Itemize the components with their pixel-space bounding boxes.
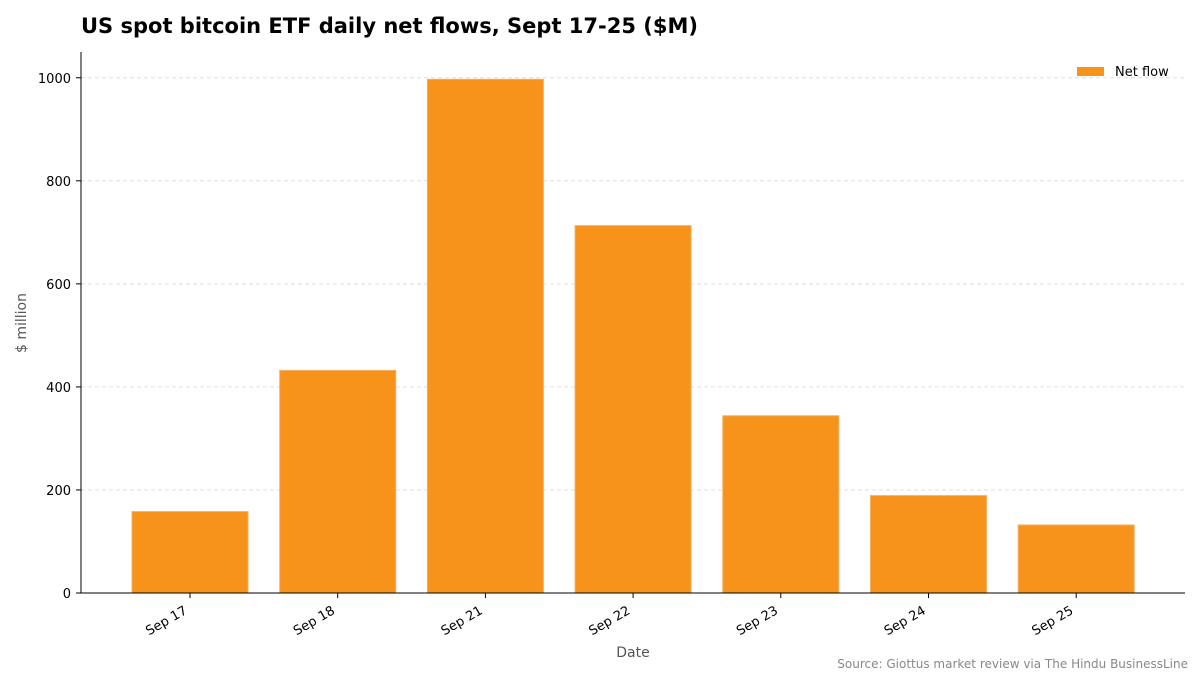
gridlines (81, 77, 1185, 491)
bar (722, 415, 840, 594)
bar (1017, 524, 1135, 594)
y-axis-label: $ million (14, 293, 30, 353)
y-tick-label: 600 (46, 278, 71, 293)
y-ticks: 0 200 400 600 800 1000 (38, 72, 81, 602)
y-tick-label: 800 (46, 175, 71, 190)
x-tick-label: Sep 18 (291, 603, 338, 639)
x-tick-label: Sep 21 (439, 603, 486, 639)
x-axis-label: Date (616, 645, 649, 661)
x-tick-label: Sep 17 (143, 603, 190, 639)
legend-swatch (1077, 67, 1104, 76)
x-tick-label: Sep 24 (882, 603, 929, 639)
y-tick-label: 0 (63, 587, 71, 602)
bar (279, 369, 397, 594)
x-ticks: Sep 17 Sep 18 Sep 21 Sep 22 Sep 23 Sep 24 Sep … (143, 593, 1077, 639)
bars (131, 78, 1135, 594)
bar (426, 78, 544, 594)
bar (574, 225, 692, 594)
legend: Net flow (1077, 65, 1169, 80)
bar (131, 511, 249, 594)
bar (870, 495, 987, 594)
y-tick-label: 400 (46, 381, 71, 396)
legend-label: Net flow (1115, 65, 1169, 80)
x-tick-label: Sep 25 (1030, 603, 1077, 639)
x-tick-label: Sep 22 (586, 603, 633, 639)
chart-title: US spot bitcoin ETF daily net flows, Sep… (81, 14, 698, 38)
y-tick-label: 200 (46, 484, 71, 499)
x-tick-label: Sep 23 (734, 603, 781, 639)
y-tick-label: 1000 (38, 72, 71, 87)
source-note: Source: Giottus market review via The Hi… (837, 657, 1188, 671)
